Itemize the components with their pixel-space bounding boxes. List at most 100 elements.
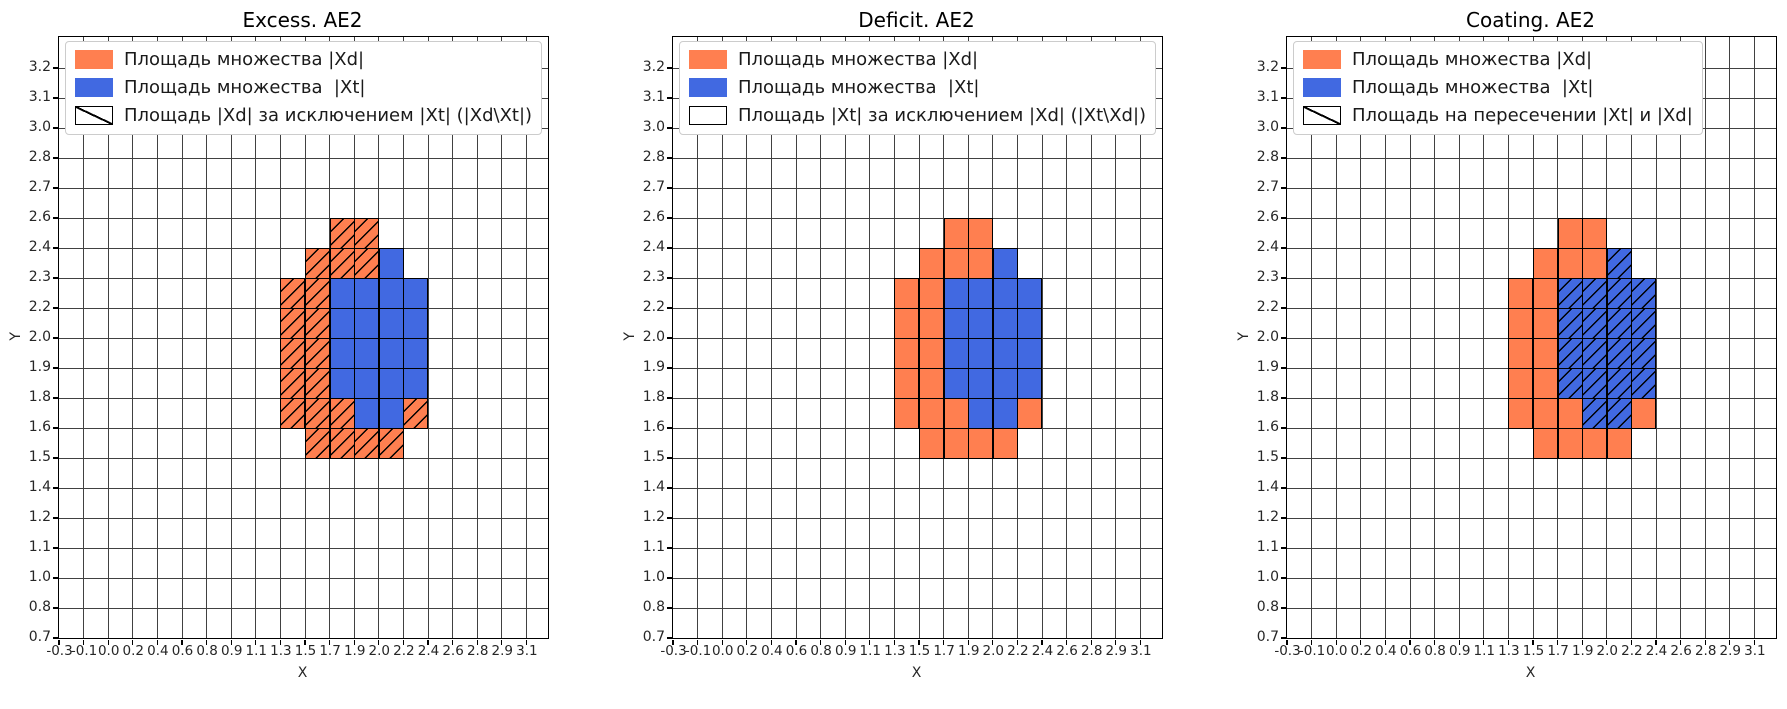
legend-swatch-hatch-icon (1303, 106, 1341, 125)
data-cell-xd (329, 218, 355, 249)
y-axis-tick-mark (666, 607, 672, 609)
data-cell-xd (894, 398, 920, 429)
data-cell-xd (919, 398, 945, 429)
y-tick-label: 0.7 (1256, 629, 1279, 645)
data-cell-xt (354, 338, 380, 369)
legend-swatch-xt-icon (1303, 78, 1341, 97)
grid-line (59, 547, 548, 549)
x-axis-tick-mark (942, 640, 945, 645)
y-tick-labels: 0.7 0.8 1.0 1.1 1.2 1.4 1.5 1.6 1.8 1.9 2.0 2.2 2.3 2… (638, 36, 672, 645)
y-axis-tick-mark (1280, 127, 1286, 129)
y-axis-tick-mark (1280, 157, 1286, 159)
x-axis-tick-mark (279, 640, 282, 645)
y-tick-label: 0.7 (642, 629, 665, 645)
data-cell-xd (1508, 338, 1534, 369)
y-axis-tick-mark (1280, 187, 1286, 189)
data-cell-xt (378, 368, 404, 399)
grid-line (1680, 37, 1682, 638)
y-tick-label: 2.4 (642, 239, 665, 255)
y-axis-tick-mark (52, 247, 58, 249)
grid-line (1287, 577, 1776, 579)
data-cell-xd (894, 368, 920, 399)
x-axis-tick-mark (181, 640, 183, 645)
y-axis-tick-mark (52, 487, 58, 489)
data-cell-xd (919, 308, 945, 339)
data-cell-xt (992, 278, 1018, 309)
data-cell-xt (403, 338, 429, 369)
data-cell-xt (1557, 338, 1583, 369)
y-tick-label: 1.2 (1256, 509, 1279, 525)
x-axis-tick-mark (205, 640, 208, 645)
y-axis-tick-mark (1280, 217, 1286, 219)
x-axis-tick-mark (1556, 640, 1559, 645)
data-cell-xd (943, 428, 969, 459)
y-tick-label: 1.1 (28, 539, 51, 555)
data-cell-xt (378, 308, 404, 339)
y-tick-label: 2.8 (28, 149, 51, 165)
x-tick-label: 0.6 (785, 643, 808, 659)
x-axis-tick-mark (1532, 640, 1534, 645)
x-tick-label: 0.9 (220, 643, 243, 659)
y-tick-label: 1.2 (28, 509, 51, 525)
y-axis-tick-mark (666, 517, 672, 519)
x-axis-tick-mark (402, 640, 405, 645)
x-axis-tick-mark (1507, 640, 1510, 645)
data-cell-xd (919, 278, 945, 309)
data-cell-xt (403, 308, 429, 339)
data-cell-xt (354, 398, 380, 429)
data-cell-xd (354, 248, 380, 279)
y-tick-label: 1.5 (1256, 449, 1279, 465)
x-axis-tick-mark (1041, 640, 1043, 645)
y-axis-tick-mark (52, 517, 58, 519)
x-axis-tick-mark (107, 640, 109, 645)
data-cell-xt (329, 368, 355, 399)
data-cell-xd (943, 218, 969, 249)
y-axis-tick-mark (666, 397, 672, 399)
grid-line (59, 607, 548, 609)
data-cell-xt (968, 338, 994, 369)
legend-swatch-empty-icon (689, 106, 727, 125)
x-tick-label: 1.7 (933, 643, 955, 659)
y-tick-label: 1.0 (1256, 569, 1279, 585)
data-cell-xd (968, 218, 994, 249)
x-tick-label: 1.1 (245, 643, 268, 659)
x-axis-tick-mark (992, 640, 994, 645)
x-tick-label: 1.5 (1522, 643, 1545, 659)
grid-line (1753, 37, 1755, 638)
y-tick-label: 2.6 (642, 209, 665, 225)
data-cell-xd (1533, 338, 1559, 369)
y-tick-label: 1.1 (642, 539, 665, 555)
x-tick-label: 0.2 (736, 643, 759, 659)
legend-swatch-hatch-icon (75, 106, 113, 125)
x-tick-label: 2.6 (442, 643, 464, 659)
y-axis-tick-mark (666, 577, 672, 579)
y-tick-label: 2.3 (642, 269, 665, 285)
y-tick-label: 1.6 (28, 419, 51, 435)
data-cell-xd (280, 308, 306, 339)
x-axis-tick-mark (476, 640, 478, 645)
data-cell-xt (378, 398, 404, 429)
x-tick-label: 0.9 (834, 643, 857, 659)
grid-line (1704, 37, 1706, 638)
legend-label: Площадь на пересечении |Xt| и |Xd| (1352, 105, 1693, 126)
data-cell-xd (354, 428, 380, 459)
data-cell-xd (354, 218, 380, 249)
x-axis-tick-mark (1384, 640, 1387, 645)
data-cell-xd (1582, 248, 1608, 279)
data-cell-xd (280, 338, 306, 369)
x-axis-tick-mark (672, 640, 674, 645)
y-axis-tick-mark (666, 277, 672, 279)
x-tick-labels: -0.3 -0.1 0.0 0.2 0.4 0.6 0.8 0.9 1.1 1.3 1.5 1.7 1.… (660, 639, 1161, 659)
y-tick-label: 2.3 (1256, 269, 1279, 285)
y-axis-tick-mark (52, 637, 58, 639)
grid-line (525, 37, 527, 638)
x-tick-label: 2.2 (1007, 643, 1029, 659)
x-axis-tick-mark (1433, 640, 1436, 645)
x-axis-tick-mark (378, 640, 380, 645)
y-axis-tick-mark (52, 157, 58, 159)
y-axis-tick-mark (666, 97, 672, 99)
data-cell-xt (1582, 338, 1608, 369)
x-tick-label: 0.2 (1350, 643, 1373, 659)
x-axis-tick-mark (1483, 640, 1485, 645)
x-tick-label: 0.8 (810, 643, 832, 659)
